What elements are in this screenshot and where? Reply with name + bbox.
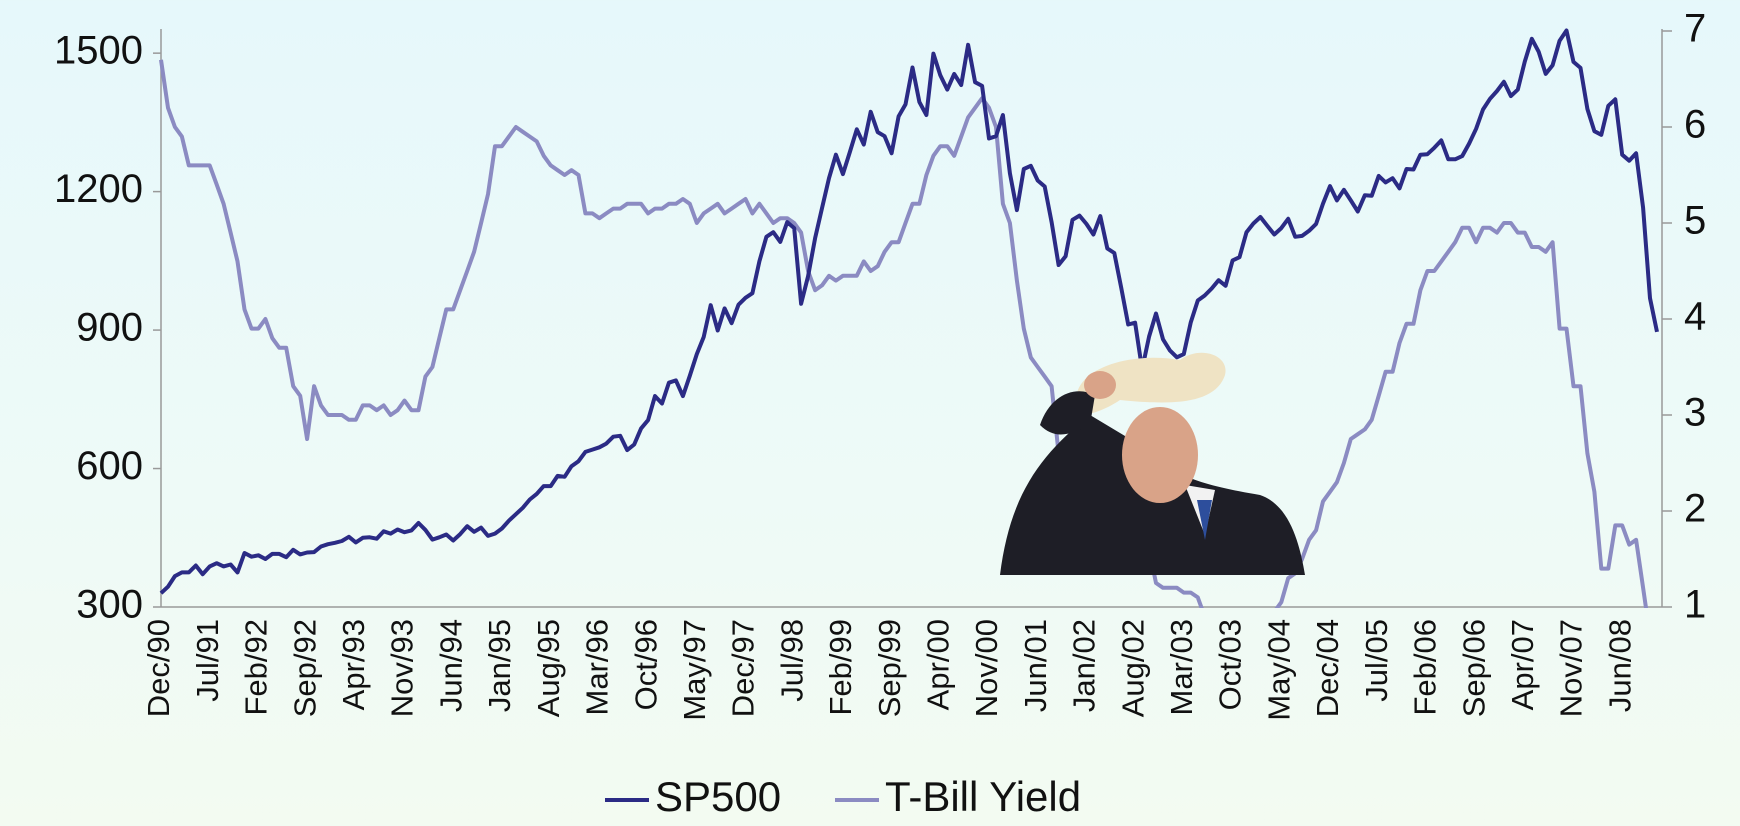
y2-tick-label: 7 [1684, 7, 1706, 51]
x-tick-label: Sep/92 [287, 619, 322, 717]
x-tick-label: Dec/90 [141, 619, 176, 717]
x-tick-label: Jul/91 [190, 619, 225, 702]
x-tick-label: Mar/03 [1164, 619, 1199, 715]
x-tick-label: Mar/96 [580, 619, 615, 715]
plot-area: 300 600 900 1200 1500 1 2 3 4 5 6 7 Dec/90 Jul/91 Feb/… [54, 7, 1706, 721]
x-tick-label: Apr/00 [920, 619, 955, 710]
x-tick-label: Oct/03 [1213, 619, 1248, 710]
x-tick-label: Jan/95 [482, 619, 517, 712]
x-tick-label: Aug/95 [531, 619, 566, 717]
y-tick-label: 300 [76, 583, 143, 627]
legend-label: T-Bill Yield [885, 773, 1081, 820]
x-tick-label: May/04 [1261, 619, 1296, 721]
y-tick-label: 600 [76, 444, 143, 488]
x-tick-label: Sep/06 [1456, 619, 1491, 717]
y2-tick-label: 6 [1684, 103, 1706, 147]
x-tick-label: Jun/01 [1018, 619, 1053, 712]
x-tick-label: Feb/92 [239, 619, 274, 716]
x-tick-label: Jun/08 [1602, 619, 1637, 712]
y-tick-label: 900 [76, 306, 143, 350]
photo [1000, 352, 1305, 575]
y2-tick-label: 4 [1684, 295, 1706, 339]
x-tick-label: Nov/07 [1554, 619, 1589, 717]
y2-tick-label: 5 [1684, 199, 1706, 243]
x-tick-label: Feb/99 [823, 619, 858, 716]
x-tick-label: Jul/05 [1359, 619, 1394, 702]
x-tick-label: Oct/96 [628, 619, 663, 710]
y-tick-label: 1500 [54, 29, 143, 73]
y2-tick-label: 2 [1684, 487, 1706, 531]
series-line [159, 28, 1659, 595]
x-tick-label: Dec/97 [726, 619, 761, 717]
x-tick-label: May/97 [677, 619, 712, 721]
x-tick-label: Jan/02 [1067, 619, 1102, 712]
x-tick-label: Sep/99 [872, 619, 907, 717]
x-tick-label: Aug/02 [1115, 619, 1150, 717]
y-tick-label: 1200 [54, 167, 143, 211]
legend-label: SP500 [655, 773, 781, 820]
series-line [159, 59, 1649, 608]
x-tick-label: Apr/93 [336, 619, 371, 710]
x-tick-label: Jul/98 [774, 619, 809, 702]
y2-tick-label: 1 [1684, 583, 1706, 627]
x-tick-label: Feb/06 [1408, 619, 1443, 716]
x-tick-label: Nov/00 [969, 619, 1004, 717]
x-tick-label: Jun/94 [433, 619, 468, 712]
x-tick-label: Nov/93 [385, 619, 420, 717]
x-tick-label: Apr/07 [1505, 619, 1540, 710]
x-tick-label: Dec/04 [1310, 619, 1345, 717]
y2-tick-label: 3 [1684, 391, 1706, 435]
